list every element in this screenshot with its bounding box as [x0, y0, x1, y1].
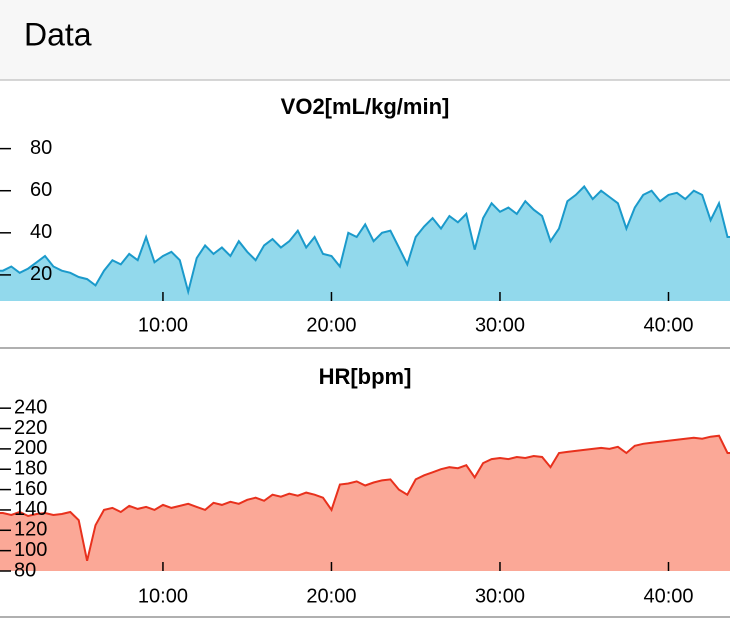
x-tick-label: 30:00 — [475, 314, 525, 336]
y-tick-label: 60 — [30, 179, 52, 201]
x-tick-label: 30:00 — [475, 585, 525, 607]
header-bar — [0, 0, 730, 80]
y-tick-label: 40 — [30, 221, 52, 243]
y-tick-label: 140 — [14, 498, 47, 520]
y-tick-label: 20 — [30, 263, 52, 285]
chart-title: HR[bpm] — [319, 364, 412, 389]
y-tick-label: 80 — [30, 137, 52, 159]
y-tick-label: 160 — [14, 478, 47, 500]
chart-title: VO2[mL/kg/min] — [281, 94, 450, 119]
area-line — [0, 434, 730, 562]
area-line — [0, 184, 730, 296]
y-tick-label: 240 — [14, 396, 47, 418]
y-tick-label: 200 — [14, 437, 47, 459]
x-tick-label: 10:00 — [138, 314, 188, 336]
y-tick-label: 120 — [14, 519, 47, 541]
header-title: Data — [24, 16, 92, 52]
y-tick-label: 100 — [14, 539, 47, 561]
area-fill — [0, 186, 730, 301]
x-tick-label: 40:00 — [643, 314, 693, 336]
x-tick-label: 40:00 — [643, 585, 693, 607]
y-tick-label: 220 — [14, 417, 47, 439]
x-tick-label: 10:00 — [138, 585, 188, 607]
y-tick-label: 180 — [14, 458, 47, 480]
y-tick-label: 80 — [14, 559, 36, 581]
area-fill — [0, 435, 730, 571]
x-tick-label: 20:00 — [306, 585, 356, 607]
x-tick-label: 20:00 — [306, 314, 356, 336]
